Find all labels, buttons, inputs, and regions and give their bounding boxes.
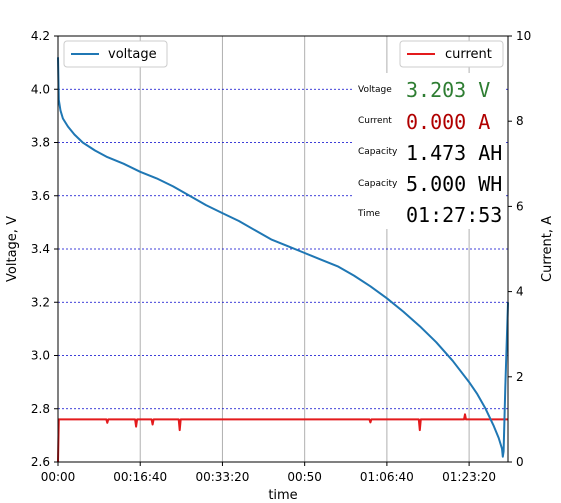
voltage-line	[57, 57, 509, 458]
y-left-tick-label: 3.4	[31, 242, 50, 256]
readout-capacity-wh-value: 5.000 WH	[406, 172, 502, 196]
y-left-tick-label: 4.0	[31, 82, 50, 96]
readout-background	[354, 73, 505, 229]
y-right-tick-label: 0	[516, 455, 524, 469]
legend-current: current	[399, 40, 504, 68]
legend-voltage-box	[63, 40, 168, 68]
readout-capacity-ah-label: Capacity	[358, 147, 398, 157]
x-tick-label: 00:00	[41, 470, 76, 484]
legend-voltage: voltage	[63, 40, 168, 68]
readout-voltage-label: Voltage	[358, 85, 392, 95]
legend-current-label: current	[445, 47, 492, 62]
readout-voltage-value: 3.203 V	[406, 78, 490, 102]
x-tick-label: 01:06:40	[360, 470, 414, 484]
y-left-tick-label: 2.6	[31, 455, 50, 469]
y-right-tick-label: 8	[516, 114, 524, 128]
y-right-tick-label: 2	[516, 370, 524, 384]
x-tick-label: 01:23:20	[442, 470, 496, 484]
y-axis-right-title: Current, A	[540, 216, 555, 282]
legend-current-box	[399, 40, 504, 68]
y-left-tick-label: 3.0	[31, 349, 50, 363]
x-tick-label: 00:33:20	[195, 470, 249, 484]
readout-current-value: 0.000 A	[406, 110, 490, 134]
y-left-tick-label: 3.8	[31, 136, 50, 150]
x-tick-label: 00:50	[287, 470, 322, 484]
current-line	[57, 413, 508, 463]
y-right-tick-label: 4	[516, 285, 524, 299]
y-axis-left-title: Voltage, V	[5, 216, 20, 282]
readout-panel: Voltage 3.203 V Current 0.000 A Capacity…	[354, 73, 505, 229]
y-left-tick-label: 3.2	[31, 295, 50, 309]
y-right-tick-label: 10	[516, 29, 531, 43]
x-axis-title: time	[268, 488, 297, 503]
x-tick-label: 00:16:40	[113, 470, 167, 484]
readout-time-value: 01:27:53	[406, 203, 502, 227]
readout-capacity-ah-value: 1.473 AH	[406, 141, 502, 165]
y-left-tick-label: 3.6	[31, 189, 50, 203]
readout-current-label: Current	[358, 116, 392, 126]
y-axis-left: 2.6 2.8 3.0 3.2 3.4 3.6 3.8 4.0 4.2	[31, 29, 58, 469]
readout-time-label: Time	[357, 209, 380, 219]
y-right-tick-label: 6	[516, 199, 524, 213]
legend-voltage-label: voltage	[108, 47, 157, 62]
current-series	[57, 413, 508, 463]
y-left-tick-label: 4.2	[31, 29, 50, 43]
y-axis-right: 0 2 4 6 8 10	[508, 29, 531, 469]
readout-capacity-wh-label: Capacity	[358, 179, 398, 189]
y-left-tick-label: 2.8	[31, 402, 50, 416]
x-axis: 00:00 00:16:40 00:33:20 00:50 01:06:40 01:23:…	[41, 462, 496, 484]
voltage-series	[57, 57, 509, 458]
